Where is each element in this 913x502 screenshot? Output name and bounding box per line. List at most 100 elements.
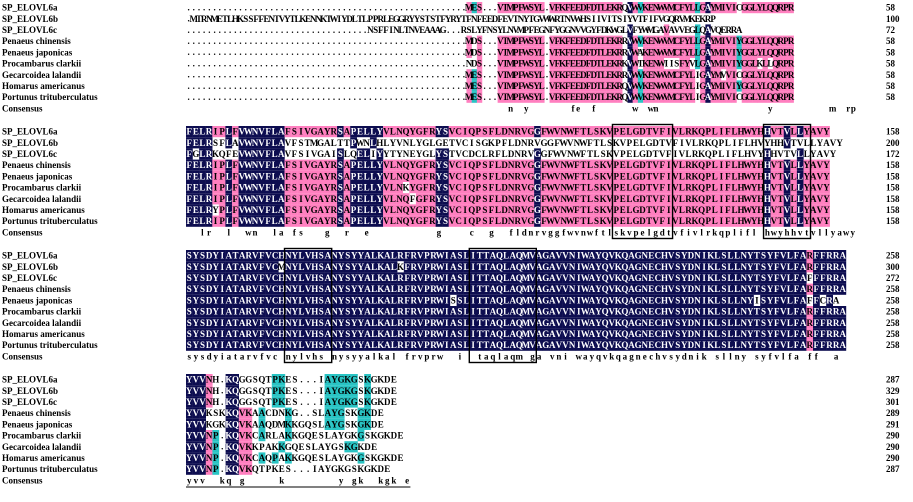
- gap-dot: .: [442, 92, 444, 102]
- residue-shade: [810, 126, 817, 138]
- residue-shade: [271, 137, 279, 149]
- residue-shade: [554, 35, 561, 47]
- residue-shade: [674, 91, 680, 103]
- residue: R: [788, 81, 795, 91]
- residue: T: [587, 149, 593, 159]
- gap-dot: .: [317, 25, 319, 35]
- gap-dot: .: [234, 47, 236, 57]
- gap-dot: .: [198, 47, 200, 57]
- residue-shade: [523, 69, 529, 81]
- residue: I: [667, 194, 671, 204]
- residue-shade: [356, 204, 364, 216]
- residue: P: [424, 251, 430, 261]
- residue-shade: [715, 91, 722, 103]
- residue-shade: [231, 193, 239, 205]
- residue: C: [462, 138, 469, 148]
- gap-dot: .: [489, 70, 491, 80]
- residue-shade: [720, 58, 727, 70]
- gap-dot: .: [364, 36, 366, 46]
- residue-shade: [612, 126, 620, 138]
- residue-shade: [757, 46, 763, 58]
- residue-shade: [678, 170, 686, 182]
- gap-dot: .: [234, 25, 236, 35]
- residue-shade: [533, 69, 540, 81]
- residue: L: [298, 307, 304, 317]
- residue-shade: [611, 91, 618, 103]
- residue: Y: [767, 251, 774, 261]
- residue: V: [652, 194, 659, 204]
- residue: S: [477, 59, 482, 69]
- residue-shade: [816, 182, 824, 194]
- residue-shade: [643, 91, 649, 103]
- residue-shade: [744, 159, 752, 171]
- gap-dot: .: [276, 81, 278, 91]
- residue: P: [712, 149, 718, 159]
- residue-shade: [672, 159, 679, 171]
- residue-shade: [773, 250, 781, 262]
- residue-shade: [757, 193, 765, 205]
- residue-shade: [489, 250, 497, 262]
- residue: S: [594, 127, 599, 137]
- residue-shade: [691, 215, 699, 227]
- residue: P: [424, 307, 430, 317]
- residue-shade: [442, 204, 449, 216]
- residue: H: [311, 307, 318, 317]
- residue-shade: [277, 204, 285, 216]
- residue-shade: [643, 69, 649, 81]
- gap-dot: .: [208, 47, 210, 57]
- residue: G: [416, 205, 423, 215]
- residue: P: [705, 216, 711, 226]
- residue-shade: [533, 91, 540, 103]
- residue-shade: [570, 46, 576, 58]
- residue-shade: [238, 137, 246, 149]
- residue: L: [689, 70, 695, 80]
- gap-dot: .: [317, 92, 319, 102]
- residue: I: [720, 194, 724, 204]
- residue: Y: [436, 205, 443, 215]
- gap-dot: .: [323, 2, 325, 12]
- residue-shade: [376, 126, 384, 138]
- residue-shade: [653, 2, 659, 14]
- gap-dot: .: [369, 36, 371, 46]
- residue: L: [587, 127, 593, 137]
- residue-shade: [711, 215, 719, 227]
- gap-dot: .: [494, 81, 496, 91]
- residue-shade: [704, 170, 712, 182]
- gap-dot: .: [323, 92, 325, 102]
- residue: C: [455, 194, 462, 204]
- residue-shade: [468, 126, 476, 138]
- gap-dot: .: [307, 81, 309, 91]
- residue: A: [450, 307, 457, 317]
- residue: F: [814, 307, 820, 317]
- residue-shade: [547, 126, 555, 138]
- residue: I: [445, 318, 449, 328]
- residue-shade: [733, 250, 741, 262]
- residue-shade: [461, 193, 469, 205]
- residue-shade: [455, 193, 463, 205]
- residue-shade: [669, 35, 675, 47]
- residue-shade: [461, 182, 469, 194]
- residue: Y: [212, 262, 219, 272]
- residue-shade: [744, 126, 752, 138]
- residue: G: [416, 183, 423, 193]
- residue-shade: [527, 126, 535, 138]
- gap-dot: .: [193, 25, 195, 35]
- residue-shade: [599, 193, 607, 205]
- gap-dot: .: [224, 70, 226, 80]
- residue: I: [221, 295, 225, 305]
- residue-shade: [596, 91, 602, 103]
- residue-shade: [396, 170, 403, 182]
- gap-dot: .: [432, 58, 434, 68]
- residue: L: [364, 127, 370, 137]
- residue-shade: [790, 215, 798, 227]
- gap-dot: .: [359, 92, 361, 102]
- gap-dot: .: [281, 25, 283, 35]
- residue-shade: [192, 137, 200, 149]
- residue: L: [508, 138, 514, 148]
- gap-dot: .: [208, 70, 210, 80]
- residue: L: [370, 160, 376, 170]
- residue-shade: [502, 58, 509, 70]
- residue: R: [788, 36, 795, 46]
- gap-dot: .: [390, 81, 392, 91]
- gap-dot: .: [338, 81, 340, 91]
